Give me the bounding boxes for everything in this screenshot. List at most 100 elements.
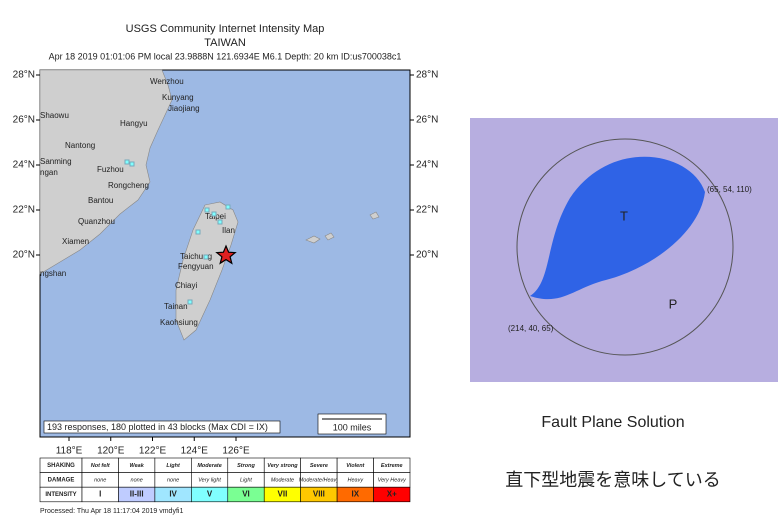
- legend-cell-text: Moderate: [271, 477, 294, 483]
- legend-cell-text: VII: [278, 490, 288, 499]
- place-label: ngan: [40, 168, 58, 177]
- intensity-cell: [217, 219, 223, 225]
- legend-cell-text: Moderate: [197, 463, 221, 469]
- legend-cell-text: Light: [240, 477, 252, 483]
- legend-cell-text: Heavy: [348, 477, 365, 483]
- intensity-cell: [124, 159, 130, 165]
- legend-cell-text: Moderate/Heavy: [299, 477, 341, 483]
- places: Wenzhou Kunyang Jiaojiang Hangyu Shaowu Nanto…: [40, 77, 235, 327]
- caption: Fault Plane Solution: [541, 414, 684, 431]
- lon-label: 122°E: [139, 446, 167, 457]
- intensity-cell: [129, 161, 135, 167]
- processed: Processed: Thu Apr 18 11:17:04 2019 vmdy…: [40, 508, 183, 515]
- legend-cell-text: Extreme: [381, 463, 403, 469]
- intensity-legend: SHAKING Not felt Weak Light Moderate Strong Ve…: [39, 457, 411, 503]
- legend-cell-text: Very light: [198, 477, 221, 483]
- intensity-cell: [203, 254, 209, 260]
- summary-box: [43, 420, 281, 434]
- place-label: Bantou: [88, 196, 113, 205]
- legend-cell-text: Strong: [237, 463, 255, 469]
- legend-cell-text: Very Heavy: [378, 477, 407, 483]
- legend-cell-text: Violent: [346, 463, 365, 469]
- lat-label: 24°N: [416, 160, 438, 171]
- place-label: ngshan: [40, 269, 66, 278]
- lat-label: 24°N: [13, 160, 35, 171]
- legend-cell-text: VIII: [313, 490, 325, 499]
- lon-label: 120°E: [97, 446, 125, 457]
- summary: 193 responses, 180 plotted in 43 blocks …: [47, 422, 268, 432]
- intensity-cell: [195, 229, 201, 235]
- place-label: Kunyang: [162, 93, 194, 102]
- place-label: Tainan: [164, 302, 188, 311]
- focal-photo: (65, 54, 110) (214, 40, 65) T P: [470, 118, 778, 382]
- place-label: Kaohsiung: [160, 318, 198, 327]
- lon-label: 126°E: [222, 446, 250, 457]
- legend-cell-text: Very strong: [267, 463, 298, 469]
- legend-row-label: INTENSITY: [45, 492, 76, 498]
- place-label: Fengyuan: [178, 262, 214, 271]
- intensity-cell: [204, 207, 210, 213]
- place-label: Nantong: [65, 141, 95, 150]
- map-title: USGS Community Internet Intensity Map: [126, 23, 325, 35]
- lat-label: 20°N: [13, 250, 35, 261]
- lat-label: 22°N: [416, 205, 438, 216]
- legend-cell-text: IV: [169, 490, 177, 499]
- lat-label: 26°N: [416, 115, 438, 126]
- place-label: Wenzhou: [150, 77, 184, 86]
- mainland: [39, 69, 173, 275]
- epicenter: [215, 244, 237, 265]
- legend-cell-text: I: [99, 490, 101, 499]
- intensity-cell: [187, 299, 193, 305]
- intensity-cell: [225, 204, 231, 210]
- legend-cell-text: none: [167, 477, 179, 483]
- place-label: Fuzhou: [97, 165, 124, 174]
- place-label: Quanzhou: [78, 217, 115, 226]
- map-frame: 28°N 28°N 26°N 26°N 24°N 24°N 22°N 22°N 20°N 20°N…: [13, 69, 439, 457]
- taiwan: [175, 201, 239, 341]
- plane1-label: (65, 54, 110): [707, 185, 752, 194]
- graticule: 28°N 28°N 26°N 26°N 24°N 24°N 22°N 22°N 20°N 20°N…: [13, 70, 439, 457]
- legend-cell-text: IX: [352, 490, 360, 499]
- event-info: Apr 18 2019 01:01:06 PM local 23.9888N 1…: [49, 51, 402, 61]
- place-label: Shaowu: [40, 111, 69, 120]
- lat-label: 28°N: [416, 70, 438, 81]
- compression-quadrant: [530, 156, 705, 300]
- legend-cell-text: none: [94, 477, 106, 483]
- lat-label: 28°N: [13, 70, 35, 81]
- legend-cell: [373, 486, 411, 503]
- place-label: Hangyu: [120, 119, 148, 128]
- intensity-cell: [211, 211, 217, 217]
- scale-label: 100 miles: [333, 422, 372, 432]
- legend-cell-text: none: [131, 477, 143, 483]
- place-label: Ilan: [222, 226, 235, 235]
- lon-label: 118°E: [56, 446, 83, 457]
- note: 直下型地震を意味している: [505, 470, 720, 490]
- beachball-outline: [516, 138, 734, 356]
- legend-cell-text: Severe: [310, 463, 328, 469]
- place-label: Taipei: [205, 212, 226, 221]
- legend-row-label: DAMAGE: [48, 477, 75, 483]
- lat-label: 26°N: [13, 115, 35, 126]
- legend-cell-text: Light: [166, 463, 181, 469]
- plane2-label: (214, 40, 65): [508, 324, 554, 333]
- place-label: Rongcheng: [108, 181, 149, 190]
- p-axis-label: P: [669, 296, 678, 311]
- islands: [305, 211, 380, 244]
- legend-cell-text: V: [207, 490, 213, 499]
- place-label: Xiamen: [62, 237, 89, 246]
- map-subtitle: TAIWAN: [204, 37, 246, 49]
- legend-cell-text: II-III: [130, 490, 144, 499]
- t-axis-label: T: [620, 208, 628, 223]
- lat-label: 20°N: [416, 250, 438, 261]
- place-label: Taichung: [180, 252, 212, 261]
- place-label: Jiaojiang: [168, 104, 200, 113]
- lat-label: 22°N: [13, 205, 35, 216]
- legend-row-label: SHAKING: [47, 463, 75, 469]
- place-label: Chiayi: [175, 281, 197, 290]
- place-label: Sanming: [40, 157, 72, 166]
- legend-cell-text: Not felt: [91, 463, 111, 469]
- legend-cell-text: VI: [242, 490, 250, 499]
- legend-cell-text: Weak: [130, 463, 145, 469]
